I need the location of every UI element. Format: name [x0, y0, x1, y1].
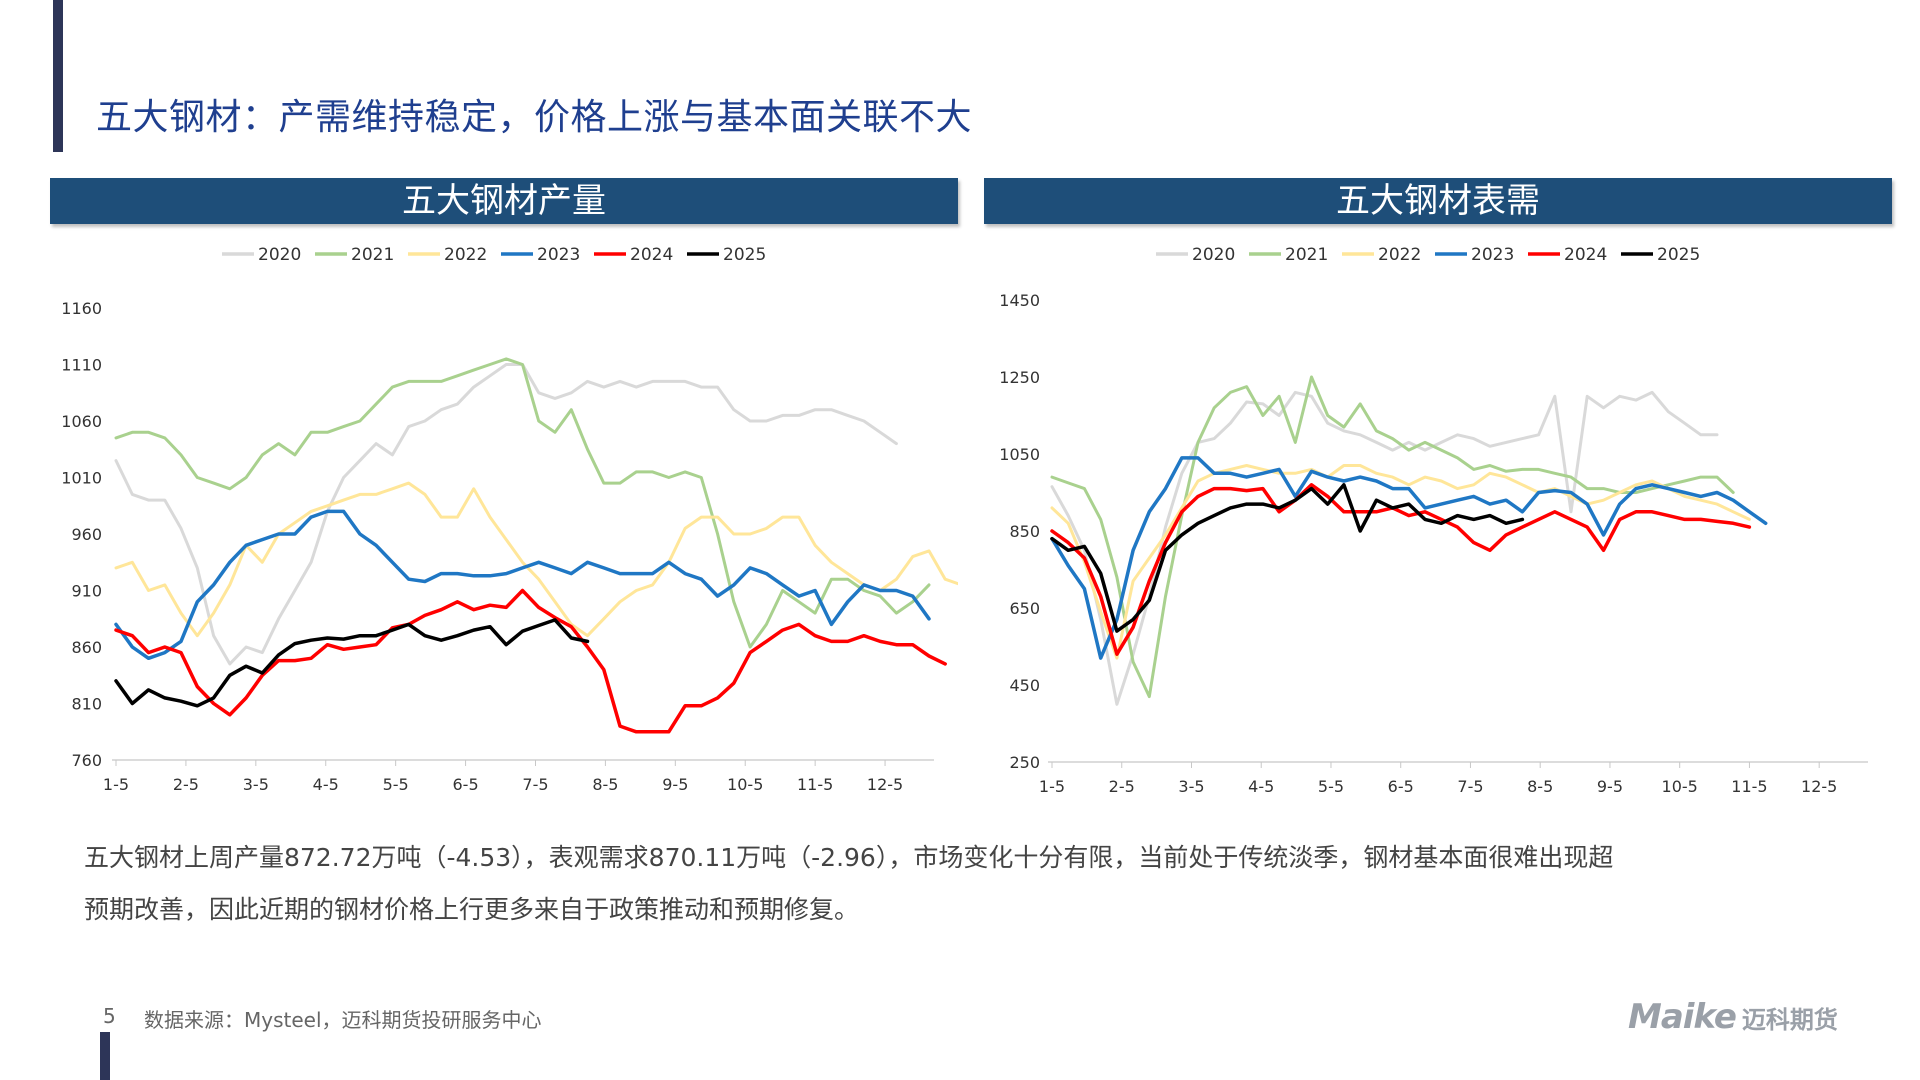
legend-label-2024: 2024 — [1564, 245, 1607, 265]
legend-label-2021: 2021 — [1285, 245, 1328, 265]
x-tick-label: 6-5 — [1388, 777, 1414, 796]
page-title: 五大钢材：产需维持稳定，价格上涨与基本面关联不大 — [96, 97, 973, 138]
series-line-2022 — [114, 481, 958, 638]
summary-text: 五大钢材上周产量872.72万吨（-4.53），表观需求870.11万吨（-2.… — [84, 832, 1844, 936]
series-line-2021 — [114, 357, 931, 649]
x-tick-label: 1-5 — [103, 775, 129, 794]
series-line-2022 — [1050, 464, 1751, 660]
y-tick-label: 450 — [1009, 676, 1040, 695]
legend-label-2022: 2022 — [1378, 245, 1421, 265]
x-tick-label: 9-5 — [1597, 777, 1623, 796]
x-tick-label: 12-5 — [867, 775, 903, 794]
data-source: 数据来源：Mysteel，迈科期货投研服务中心 — [144, 1008, 542, 1032]
legend-label-2023: 2023 — [537, 245, 580, 265]
y-tick-label: 1250 — [999, 368, 1040, 387]
production-chart-title: 五大钢材产量 — [50, 178, 958, 224]
x-tick-label: 5-5 — [1318, 777, 1344, 796]
y-tick-label: 250 — [1009, 753, 1040, 772]
legend-label-2022: 2022 — [444, 245, 487, 265]
x-tick-label: 9-5 — [662, 775, 688, 794]
x-tick-label: 7-5 — [1457, 777, 1483, 796]
x-tick-label: 11-5 — [1731, 777, 1767, 796]
y-tick-label: 650 — [1009, 599, 1040, 618]
x-tick-label: 3-5 — [243, 775, 269, 794]
series-line-2024 — [1050, 483, 1752, 656]
x-tick-label: 3-5 — [1178, 777, 1204, 796]
production-chart-panel: 五大钢材产量 2020 2021 2022 2023 2024 2025 760 810 860… — [50, 178, 958, 818]
y-tick-label: 1010 — [61, 469, 102, 488]
x-tick-label: 5-5 — [383, 775, 409, 794]
demand-chart: 2020 2021 2022 2023 2024 2025 250 450 650 850 1050… — [999, 245, 1868, 796]
x-tick-label: 8-5 — [1527, 777, 1553, 796]
y-tick-label: 860 — [71, 638, 102, 657]
legend-label-2025: 2025 — [723, 245, 766, 265]
logo-word: Maike — [1628, 997, 1737, 1037]
series-line-2025 — [114, 618, 590, 708]
y-tick-label: 850 — [1009, 522, 1040, 541]
x-tick-label: 7-5 — [522, 775, 548, 794]
maike-logo: Maike 迈科期货 — [1628, 992, 1868, 1042]
x-tick-label: 4-5 — [1248, 777, 1274, 796]
legend-label-2020: 2020 — [1192, 245, 1235, 265]
legend-label-2021: 2021 — [351, 245, 394, 265]
x-tick-label: 12-5 — [1801, 777, 1837, 796]
summary-line-2: 预期改善，因此近期的钢材价格上行更多来自于政策推动和预期修复。 — [84, 895, 860, 924]
y-tick-label: 760 — [71, 751, 102, 770]
x-tick-label: 6-5 — [453, 775, 479, 794]
page-number: 5 — [103, 1004, 116, 1028]
summary-line-1: 五大钢材上周产量872.72万吨（-4.53），表观需求870.11万吨（-2.… — [84, 843, 1614, 872]
series-line-2024 — [114, 588, 947, 734]
x-tick-label: 11-5 — [797, 775, 833, 794]
y-tick-label: 910 — [71, 582, 102, 601]
series-line-2023 — [1050, 456, 1768, 660]
legend-label-2024: 2024 — [630, 245, 673, 265]
y-tick-label: 810 — [71, 695, 102, 714]
legend: 2020 2021 2022 2023 2024 2025 — [222, 245, 766, 265]
y-tick-label: 1050 — [999, 445, 1040, 464]
series-line-2023 — [114, 509, 931, 661]
logo-cn: 迈科期货 — [1741, 1005, 1838, 1034]
x-tick-label: 1-5 — [1039, 777, 1065, 796]
legend-label-2023: 2023 — [1471, 245, 1514, 265]
x-tick-label: 8-5 — [592, 775, 618, 794]
series-line-2020 — [114, 363, 898, 666]
y-tick-label: 960 — [71, 525, 102, 544]
x-tick-label: 2-5 — [1109, 777, 1135, 796]
x-tick-label: 10-5 — [727, 775, 763, 794]
y-tick-label: 1160 — [61, 299, 102, 318]
accent-bar-top — [53, 0, 63, 152]
production-chart: 2020 2021 2022 2023 2024 2025 760 810 860 910 960 1… — [61, 245, 958, 794]
legend-label-2020: 2020 — [258, 245, 301, 265]
x-tick-label: 4-5 — [313, 775, 339, 794]
y-tick-label: 1110 — [61, 356, 102, 375]
legend-label-2025: 2025 — [1657, 245, 1700, 265]
demand-chart-panel: 五大钢材表需 2020 2021 2022 2023 2024 2025 250 450 650… — [984, 178, 1892, 818]
series-line-2025 — [1050, 483, 1525, 633]
series-line-2020 — [1050, 390, 1719, 706]
x-tick-label: 10-5 — [1662, 777, 1698, 796]
demand-chart-title: 五大钢材表需 — [984, 178, 1892, 224]
accent-bar-bottom — [100, 1032, 110, 1080]
y-tick-label: 1450 — [999, 291, 1040, 310]
x-tick-label: 2-5 — [173, 775, 199, 794]
series-line-2021 — [1050, 375, 1735, 699]
legend: 2020 2021 2022 2023 2024 2025 — [1156, 245, 1700, 265]
y-tick-label: 1060 — [61, 412, 102, 431]
